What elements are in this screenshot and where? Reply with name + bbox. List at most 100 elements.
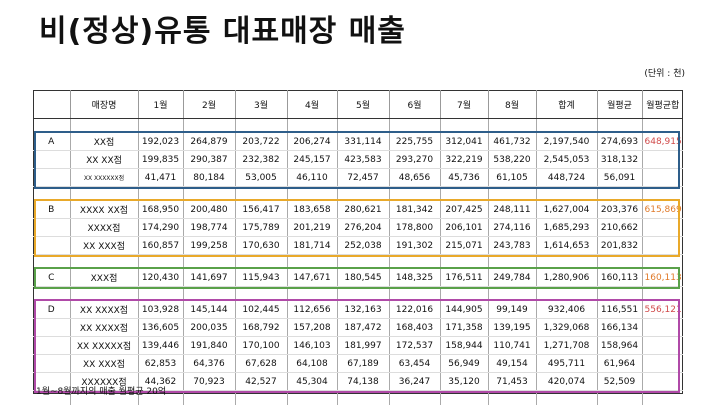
value-cell: 168,403 xyxy=(388,318,440,337)
blank-cell xyxy=(69,390,138,405)
value-cell: 72,457 xyxy=(336,168,389,187)
spacer-cell xyxy=(439,118,488,133)
value-cell: 44,362 xyxy=(137,372,183,391)
table-row: C XXX점 120,430 141,697 115,943 147,671 180,545… xyxy=(33,269,683,287)
value-cell: 48,656 xyxy=(388,168,440,187)
spacer-cell xyxy=(596,186,642,201)
value-cell: 206,101 xyxy=(439,218,488,237)
value-cell: 160,113 xyxy=(596,269,642,287)
spacer-cell xyxy=(388,186,440,201)
value-cell: 1,685,293 xyxy=(535,218,597,237)
spacer-cell xyxy=(535,254,597,269)
spacer-cell xyxy=(182,186,235,201)
spacer-cell xyxy=(641,286,683,301)
value-cell: 461,732 xyxy=(487,133,536,151)
value-cell: 63,454 xyxy=(388,354,440,373)
value-cell: 181,997 xyxy=(336,336,389,355)
value-cell: 74,138 xyxy=(336,372,389,391)
spacer-cell xyxy=(33,119,70,134)
value-cell: 132,163 xyxy=(336,301,389,319)
column-header: 7월 xyxy=(439,90,488,119)
value-cell: 200,480 xyxy=(182,201,235,219)
spacer-cell xyxy=(336,186,389,201)
value-cell: 183,658 xyxy=(286,201,337,219)
store-name-cell: XXXX XX점 xyxy=(69,201,138,219)
value-cell: 139,446 xyxy=(137,336,183,355)
spacer-cell xyxy=(388,254,440,269)
store-name-cell: XX XXXXX점 xyxy=(69,336,138,355)
footnote: 1월~8월까지의 매출 월평균 20억 xyxy=(36,387,167,397)
value-cell: 201,832 xyxy=(596,236,642,255)
group-label-cell xyxy=(33,336,70,355)
value-cell: 139,195 xyxy=(487,318,536,337)
value-cell: 198,774 xyxy=(182,218,235,237)
value-cell: 276,204 xyxy=(336,218,389,237)
page-title: 비(정상)유통 대표매장 매출 xyxy=(39,14,406,49)
value-cell: 495,711 xyxy=(535,354,597,373)
value-cell: 225,755 xyxy=(388,133,440,151)
value-cell: 248,111 xyxy=(487,201,536,219)
value-cell: 200,035 xyxy=(182,318,235,337)
value-cell: 112,656 xyxy=(286,301,337,319)
store-name-cell: XX XXXX점 xyxy=(69,301,138,319)
group-sum-cell xyxy=(641,318,683,337)
column-header: 8월 xyxy=(487,90,536,119)
value-cell: 1,329,068 xyxy=(535,318,597,337)
blank-cell xyxy=(137,390,183,405)
value-cell: 148,325 xyxy=(388,269,440,287)
column-header: 5월 xyxy=(336,90,389,119)
value-cell: 538,220 xyxy=(487,150,536,169)
value-cell: 448,724 xyxy=(535,168,597,187)
value-cell: 61,105 xyxy=(487,168,536,187)
spacer-cell xyxy=(439,186,488,201)
value-cell: 168,792 xyxy=(234,318,287,337)
spacer-cell xyxy=(336,286,389,301)
value-cell: 1,271,708 xyxy=(535,336,597,355)
value-cell: 203,376 xyxy=(596,201,642,219)
store-name-cell: XX XXXX점 xyxy=(69,318,138,337)
spacer-cell xyxy=(69,186,138,201)
value-cell: 116,551 xyxy=(596,301,642,319)
group-spacer xyxy=(33,118,683,134)
value-cell: 62,853 xyxy=(137,354,183,373)
group-label-cell xyxy=(33,168,70,187)
store-name-cell: XX XXX점 xyxy=(69,236,138,255)
value-cell: 180,545 xyxy=(336,269,389,287)
value-cell: 45,736 xyxy=(439,168,488,187)
blank-cell xyxy=(182,390,235,405)
group-sum-cell xyxy=(641,336,683,355)
group-label-cell: B xyxy=(33,201,70,219)
header-row: 매장명 1월 2월 3월 4월 5월 6월 7월 8월 합계 월평균 월평균합 xyxy=(33,90,683,119)
value-cell: 170,100 xyxy=(234,336,287,355)
store-name-cell: XX점 xyxy=(69,133,138,151)
value-cell: 170,630 xyxy=(234,236,287,255)
value-cell: 176,511 xyxy=(439,269,488,287)
column-header: 6월 xyxy=(388,90,440,119)
value-cell: 52,509 xyxy=(596,372,642,391)
value-cell: 141,697 xyxy=(182,269,235,287)
group-sum-cell xyxy=(641,372,683,391)
value-cell: 293,270 xyxy=(388,150,440,169)
value-cell: 41,471 xyxy=(137,168,183,187)
value-cell: 158,964 xyxy=(596,336,642,355)
group-label-cell xyxy=(33,318,70,337)
spacer-cell xyxy=(33,187,70,202)
store-name-cell: XX XX점 xyxy=(69,150,138,169)
value-cell: 115,943 xyxy=(234,269,287,287)
value-cell: 199,835 xyxy=(137,150,183,169)
store-name-cell: XXXXXX점 xyxy=(69,372,138,391)
value-cell: 103,928 xyxy=(137,301,183,319)
blank-cell xyxy=(535,390,597,405)
spacer-cell xyxy=(641,118,683,133)
group-label-cell xyxy=(33,354,70,373)
value-cell: 243,783 xyxy=(487,236,536,255)
value-cell: 274,693 xyxy=(596,133,642,151)
value-cell: 146,103 xyxy=(286,336,337,355)
blank-row xyxy=(33,390,683,405)
value-cell: 49,154 xyxy=(487,354,536,373)
table-row: XX XXX점 160,857 199,258 170,630 181,714 252,0… xyxy=(33,236,683,255)
value-cell: 331,114 xyxy=(336,133,389,151)
group-label-cell xyxy=(33,218,70,237)
value-cell: 187,472 xyxy=(336,318,389,337)
value-cell: 136,605 xyxy=(137,318,183,337)
